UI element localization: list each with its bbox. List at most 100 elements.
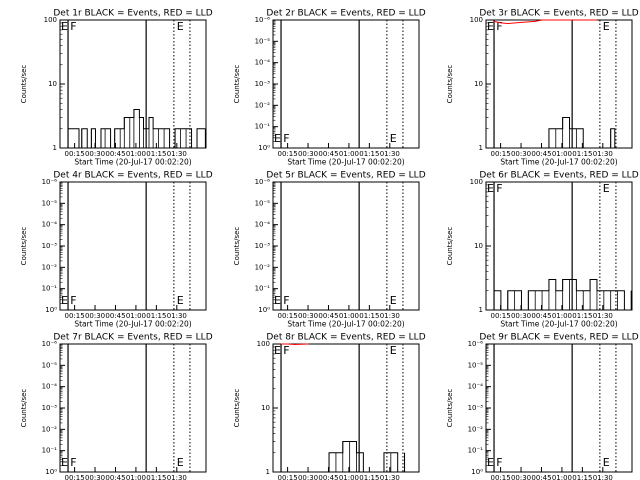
y-tick-label: 10⁻⁵	[255, 37, 271, 45]
x-tick-label: 01:00	[126, 474, 146, 480]
x-tick-label: 01:30	[380, 150, 400, 158]
panel-title: Det 4r BLACK = Events, RED = LLD	[53, 171, 212, 181]
marker-f: F	[496, 456, 502, 469]
marker-e-left: E	[61, 20, 68, 33]
events-series	[68, 108, 206, 149]
y-tick-label: 100	[470, 178, 483, 186]
panel-title: Det 2r BLACK = Events, RED = LLD	[266, 9, 425, 19]
x-tick-label: 00:30	[298, 150, 318, 158]
x-tick-label: 00:15	[491, 474, 511, 480]
panel-det-2r: Det 2r BLACK = Events, RED = LLD Counts/s…	[233, 9, 426, 167]
panel-det-6r: Det 6r BLACK = Events, RED = LLD Counts/s…	[446, 171, 639, 329]
y-tick-label: 100	[257, 340, 270, 348]
x-tick-label: 01:00	[126, 150, 146, 158]
x-tick-label: 01:15	[572, 474, 592, 480]
x-tick-label: 00:30	[85, 150, 105, 158]
y-axis-label: Counts/sec	[233, 227, 241, 266]
lld-series	[281, 343, 309, 346]
x-tick-label: 00:30	[511, 474, 531, 480]
marker-e: E	[603, 456, 610, 469]
marker-e: E	[603, 182, 610, 195]
y-tick-label: 1	[53, 144, 57, 152]
x-axis-label: Start Time (20-Jul-17 00:02:20)	[500, 158, 617, 167]
marker-e-left: E	[274, 132, 281, 145]
x-tick-label: 00:45	[318, 474, 338, 480]
marker-f: F	[496, 182, 502, 195]
x-tick-label: 00:15	[491, 150, 511, 158]
y-tick-label: 1	[479, 144, 483, 152]
marker-f: F	[283, 344, 289, 357]
x-tick-label: 00:30	[511, 312, 531, 320]
x-tick-label: 00:30	[85, 474, 105, 480]
x-axis-label: Start Time (20-Jul-17 00:02:20)	[287, 158, 404, 167]
x-tick-label: 00:15	[278, 150, 298, 158]
y-tick-label: 10⁻⁵	[468, 361, 484, 369]
y-tick-label: 10⁻¹	[42, 447, 58, 455]
panel-det-9r: Det 9r BLACK = Events, RED = LLD Counts/s…	[446, 333, 639, 480]
plot-frame	[485, 343, 633, 473]
marker-e: E	[177, 456, 184, 469]
panel-title: Det 9r BLACK = Events, RED = LLD	[479, 333, 638, 343]
x-tick-label: 01:15	[146, 312, 166, 320]
marker-e: E	[177, 294, 184, 307]
x-tick-label: 01:15	[359, 474, 379, 480]
y-axis-label: Counts/sec	[20, 227, 28, 266]
x-tick-label: 01:30	[380, 312, 400, 320]
x-tick-label: 00:45	[318, 150, 338, 158]
y-tick-label: 10⁰	[45, 468, 57, 476]
x-tick-label: 01:00	[552, 150, 572, 158]
x-tick-label: 01:30	[380, 474, 400, 480]
x-tick-label: 00:45	[105, 150, 125, 158]
y-tick-label: 10⁻¹	[468, 447, 484, 455]
marker-f: F	[70, 456, 76, 469]
panel-det-5r: Det 5r BLACK = Events, RED = LLD Counts/s…	[233, 171, 426, 329]
x-tick-label: 01:30	[167, 312, 187, 320]
marker-f: F	[496, 20, 502, 33]
x-tick-label: 01:30	[167, 474, 187, 480]
marker-e-left: E	[487, 456, 494, 469]
x-tick-label: 00:30	[298, 474, 318, 480]
plot-frame	[272, 181, 420, 311]
x-tick-label: 01:00	[552, 474, 572, 480]
y-tick-label: 10⁻²	[42, 425, 58, 433]
x-axis-label: Start Time (20-Jul-17 00:02:20)	[500, 320, 617, 329]
x-tick-label: 01:30	[593, 312, 613, 320]
panel-det-3r: Det 3r BLACK = Events, RED = LLD Counts/s…	[446, 9, 639, 167]
y-tick-label: 10⁻³	[255, 242, 271, 250]
marker-e: E	[177, 20, 184, 33]
x-tick-label: 00:15	[65, 312, 85, 320]
y-axis-label: Counts/sec	[20, 65, 28, 104]
y-tick-label: 10⁰	[471, 468, 483, 476]
y-tick-label: 10⁻⁶	[468, 340, 484, 348]
x-tick-label: 01:00	[339, 474, 359, 480]
marker-e-left: E	[487, 20, 494, 33]
x-tick-label: 00:15	[278, 312, 298, 320]
y-tick-label: 100	[470, 16, 483, 24]
panel-title: Det 7r BLACK = Events, RED = LLD	[53, 333, 212, 343]
x-tick-label: 00:15	[491, 312, 511, 320]
y-tick-label: 10⁻¹	[255, 123, 271, 131]
panel-title: Det 3r BLACK = Events, RED = LLD	[479, 9, 638, 19]
x-axis-label: Start Time (20-Jul-17 00:02:20)	[287, 320, 404, 329]
x-tick-label: 01:00	[126, 312, 146, 320]
x-tick-label: 00:45	[105, 474, 125, 480]
y-axis-label: Counts/sec	[446, 389, 454, 428]
panel-det-1r: Det 1r BLACK = Events, RED = LLD Counts/s…	[20, 9, 213, 167]
marker-e-left: E	[61, 294, 68, 307]
y-tick-label: 10	[261, 404, 270, 412]
y-tick-label: 10⁻⁶	[255, 16, 271, 24]
marker-e: E	[603, 20, 610, 33]
plot-frame	[272, 19, 420, 149]
x-tick-label: 01:15	[359, 150, 379, 158]
y-tick-label: 10⁻⁴	[255, 59, 271, 67]
panel-title: Det 6r BLACK = Events, RED = LLD	[479, 171, 638, 181]
plot-frame	[59, 181, 207, 311]
y-tick-label: 10⁻⁴	[255, 221, 271, 229]
panel-det-7r: Det 7r BLACK = Events, RED = LLD Counts/s…	[20, 333, 213, 480]
marker-f: F	[283, 132, 289, 145]
y-tick-label: 10⁻⁴	[468, 383, 484, 391]
plot-frame	[59, 343, 207, 473]
panel-title: Det 5r BLACK = Events, RED = LLD	[266, 171, 425, 181]
y-tick-label: 10⁻⁴	[42, 221, 58, 229]
y-tick-label: 10⁻²	[255, 101, 271, 109]
